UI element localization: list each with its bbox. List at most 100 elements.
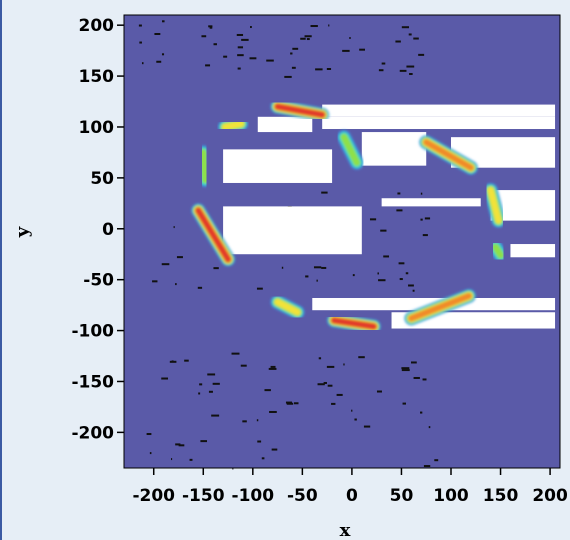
hot-arc-1 <box>218 116 248 134</box>
blank-region-1 <box>322 104 556 117</box>
heatmap-cell <box>381 62 386 65</box>
heatmap-cell <box>396 209 403 212</box>
heatmap-cell <box>249 57 257 60</box>
heatmap-cell <box>156 60 162 63</box>
heatmap-cell <box>286 402 294 405</box>
heatmap-cell <box>354 418 357 421</box>
heatmap-cell <box>237 54 244 57</box>
heatmap-cell <box>162 20 165 23</box>
hot-arc-8 <box>270 295 305 320</box>
hot-arc-5 <box>483 183 506 228</box>
heatmap-cell <box>315 68 323 71</box>
blank-region-9 <box>510 244 556 258</box>
heatmap-cell <box>326 365 335 368</box>
y-tick-label: 100 <box>79 118 115 138</box>
heatmap-cell <box>316 279 318 282</box>
heatmap-cell <box>240 364 247 367</box>
heatmap-cell <box>321 191 328 194</box>
y-tick-label: -100 <box>71 322 114 342</box>
heatmap-cell <box>380 229 387 232</box>
heatmap-cell <box>401 369 410 372</box>
heatmap-cell <box>281 266 284 269</box>
x-tick-label: -100 <box>232 486 275 506</box>
heatmap-cell <box>213 267 219 270</box>
heatmap-cell <box>149 452 152 455</box>
heatmap-cell <box>184 359 189 362</box>
heatmap-cell <box>343 363 345 366</box>
hot-arc-4 <box>419 135 478 175</box>
heatmap-cell <box>152 280 158 283</box>
heatmap-cell <box>423 465 431 468</box>
heatmap-cell <box>141 62 144 65</box>
heatmap-cell <box>406 65 415 68</box>
heatmap-cell <box>399 69 407 72</box>
heatmap-cell <box>291 66 296 69</box>
heatmap-cell <box>304 35 312 38</box>
heatmap-cell <box>408 33 412 36</box>
hot-arc-9 <box>327 313 381 334</box>
x-tick-label: 100 <box>433 486 469 506</box>
x-tick-label: -200 <box>132 486 175 506</box>
x-axis-label: x <box>340 520 351 540</box>
heatmap-cell <box>398 262 405 265</box>
heatmap-cell <box>331 402 336 405</box>
heatmap-cell <box>268 367 277 370</box>
x-tick-label: 200 <box>532 486 568 506</box>
heatmap-cell <box>264 389 271 392</box>
heatmap-cell <box>408 284 414 287</box>
heatmap-cell <box>327 384 333 387</box>
heatmap-cell <box>359 48 365 51</box>
heatmap-cell <box>397 192 401 195</box>
heatmap-cell <box>173 226 175 229</box>
heatmap-cell <box>146 433 152 436</box>
heatmap-cell <box>422 234 428 237</box>
y-tick-label: 0 <box>102 220 114 240</box>
heatmap-cell <box>271 448 278 451</box>
heatmap-cell <box>378 279 386 282</box>
x-tick-label: 150 <box>483 486 519 506</box>
heatmap-cell <box>399 278 403 281</box>
heatmap-cell <box>270 365 276 368</box>
heatmap-cell <box>420 218 423 221</box>
heatmap-speckles <box>138 20 439 470</box>
heatmap-cell <box>418 53 425 56</box>
heatmap-cell <box>178 444 185 447</box>
heatmap-cell <box>411 361 417 364</box>
heatmap-cell <box>422 378 427 381</box>
heatmap-cell <box>197 286 203 289</box>
heatmap-cell <box>306 38 310 41</box>
heatmap-cell <box>434 459 439 462</box>
heatmap-cell <box>293 402 299 405</box>
heatmap-cell <box>321 266 327 269</box>
heatmap-cell <box>212 382 220 385</box>
heatmap-cell <box>175 283 177 286</box>
heatmap-cell <box>351 409 353 412</box>
y-axis-label: y <box>12 226 33 238</box>
heatmap-cell <box>352 274 355 277</box>
heatmap-cell <box>420 411 423 414</box>
blank-region-2 <box>322 116 556 130</box>
heatmap-cell <box>317 383 325 386</box>
heatmap-cell <box>205 64 211 67</box>
heatmap-cell <box>428 426 431 429</box>
heatmap-cell <box>413 37 419 40</box>
heatmap-cell <box>420 192 423 195</box>
heatmap-cell <box>377 272 379 275</box>
hot-arc-7 <box>488 240 508 263</box>
heatmap-cell <box>207 373 216 376</box>
heatmap-cell <box>198 392 201 395</box>
hot-arc-0 <box>270 99 330 122</box>
y-tick-label: 200 <box>79 16 115 36</box>
heatmap-cell <box>261 457 265 460</box>
heatmap-cell <box>237 46 244 49</box>
heatmap-cell <box>175 443 181 446</box>
heatmap-cell <box>201 35 207 38</box>
blank-region-5 <box>223 149 333 183</box>
heatmap-cell <box>328 24 330 27</box>
x-tick-label: 0 <box>346 486 358 506</box>
heatmap-cell <box>310 25 318 28</box>
heatmap-cell <box>161 377 169 380</box>
heatmap-cell <box>169 360 177 363</box>
heatmap-cell <box>211 414 220 417</box>
x-tick-label: -150 <box>182 486 225 506</box>
